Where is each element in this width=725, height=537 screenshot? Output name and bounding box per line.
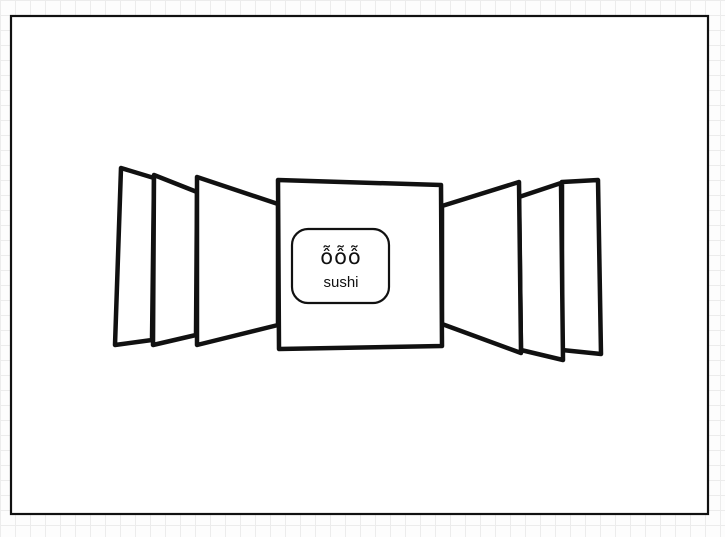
right-card-middle — [516, 180, 566, 363]
left-card-far — [112, 165, 157, 348]
left-card-middle — [150, 172, 200, 348]
logo-glyphs: ỗỗỗ — [320, 244, 362, 269]
logo-label: sushi — [323, 274, 358, 291]
sushi-logo: ỗỗỗ sushi — [290, 227, 391, 305]
logo-box — [290, 227, 391, 305]
right-card-far — [559, 177, 604, 357]
left-card-near — [194, 174, 281, 348]
right-card-near — [439, 179, 524, 356]
